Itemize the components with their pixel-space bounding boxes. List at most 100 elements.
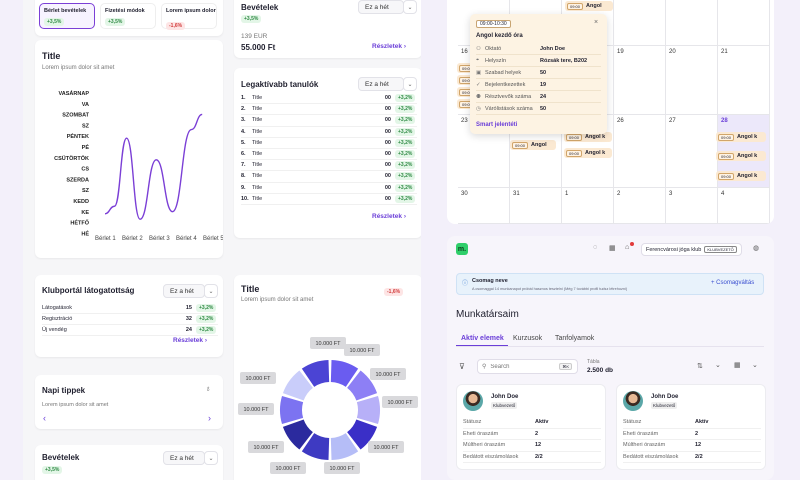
tab-0[interactable]: Aktív elemek bbox=[461, 335, 504, 342]
table-row: Új vendég 24 +3,2% bbox=[42, 325, 218, 336]
popup-close-icon[interactable]: × bbox=[594, 19, 599, 26]
calendar-day[interactable]: 4 bbox=[718, 188, 770, 224]
donut-slice[interactable] bbox=[356, 395, 380, 425]
tab-2[interactable]: Tanfolyamok bbox=[555, 335, 595, 342]
event-time: 09:00 bbox=[566, 149, 583, 157]
club-period-dropdown[interactable]: ⌄ bbox=[204, 284, 218, 298]
slice-label: 10.000 FT bbox=[253, 445, 279, 451]
calendar-day[interactable]: 31 bbox=[510, 188, 562, 224]
calendar-day[interactable]: 30 bbox=[458, 188, 510, 224]
calendar-day[interactable]: 3 bbox=[666, 188, 718, 224]
donut-chart: 10.000 FT 10.000 FT 10.000 FT 10.000 FT 10.0… bbox=[238, 337, 418, 474]
students-card: Legaktívabb tanulók Ez a hét ⌄ 1. Title 00… bbox=[234, 68, 421, 238]
calendar-day[interactable]: 1 bbox=[562, 188, 614, 224]
donut-slice[interactable] bbox=[330, 433, 359, 460]
day-number: 28 bbox=[721, 118, 728, 124]
summary-tab[interactable]: Lorem ipsum dolor -1,6% bbox=[161, 3, 217, 30]
slice-label-box bbox=[238, 403, 274, 415]
donut-slice[interactable] bbox=[347, 370, 378, 401]
grid-view-icon[interactable]: ▦ bbox=[734, 362, 741, 369]
calendar-day[interactable] bbox=[614, 0, 666, 46]
club-period-select[interactable]: Ez a hét bbox=[163, 284, 205, 298]
search-field[interactable] bbox=[490, 363, 556, 370]
club-details-link[interactable]: Részletek › bbox=[173, 337, 207, 344]
row-label: Title bbox=[252, 151, 263, 158]
x-tick-label: Bérlet 1 bbox=[95, 236, 116, 242]
popup-link[interactable]: Smart jelentéti bbox=[476, 122, 518, 128]
calendar-day[interactable]: 20 bbox=[666, 46, 718, 115]
detail-value: Aktív bbox=[535, 419, 549, 426]
donut-slice[interactable] bbox=[347, 419, 378, 450]
row-label: Látogatások bbox=[42, 305, 72, 311]
sort-icon[interactable]: ⇅ bbox=[697, 363, 703, 370]
tips-next-icon[interactable]: › bbox=[208, 413, 211, 423]
help-icon[interactable]: ◌ bbox=[593, 244, 598, 251]
calendar-day[interactable]: 26 bbox=[614, 115, 666, 188]
donut-slice[interactable] bbox=[282, 370, 313, 401]
donut-slice[interactable] bbox=[301, 433, 330, 460]
table-row: 2. Title 00 +3,2% bbox=[241, 104, 417, 116]
income-period-select[interactable]: Ez a hét bbox=[358, 0, 404, 14]
event-name: Angol k bbox=[737, 173, 758, 179]
popup-row-key: Szabad helyek bbox=[485, 69, 522, 76]
chevron-right-icon: › bbox=[403, 213, 406, 220]
donut-card: Title Lorem ipsum dolor sit amet -1,6% 1… bbox=[234, 275, 421, 480]
change-package-button[interactable]: + Csomagváltás bbox=[711, 280, 755, 286]
user-icon[interactable]: ◍ bbox=[753, 245, 760, 252]
donut-slice[interactable] bbox=[280, 395, 304, 425]
x-tick-label: Bérlet 5 bbox=[203, 236, 223, 242]
students-period-dropdown[interactable]: ⌄ bbox=[403, 77, 417, 91]
donut-slice[interactable] bbox=[301, 360, 330, 387]
sort-chevron-icon[interactable]: ⌄ bbox=[715, 362, 721, 369]
calendar-event[interactable]: 09:00 Angol bbox=[565, 1, 613, 11]
calendar-day[interactable] bbox=[718, 0, 770, 46]
income-details-link[interactable]: Részletek › bbox=[372, 43, 406, 50]
calendar-day[interactable]: 27 bbox=[666, 115, 718, 188]
summary-tab[interactable]: Bérlet bevételek +3,5% bbox=[39, 3, 95, 29]
income-huf: 55.000 Ft bbox=[241, 43, 276, 52]
donut-slice[interactable] bbox=[330, 360, 359, 387]
event-time: 09:00 bbox=[567, 2, 584, 10]
row-badge-wrap: +3,2% bbox=[395, 183, 417, 192]
income-period-dropdown[interactable]: ⌄ bbox=[403, 0, 417, 14]
calendar-day[interactable]: 2 bbox=[614, 188, 666, 224]
tips-prev-icon[interactable]: ‹ bbox=[43, 413, 46, 423]
club-card: Klubportál látogatottság Ez a hét ⌄ Láto… bbox=[35, 275, 223, 357]
clock-icon: ◷ bbox=[476, 105, 481, 112]
notification-icon[interactable]: ⌂ bbox=[625, 244, 630, 251]
popup-row-key: Résztvevők száma bbox=[485, 93, 532, 100]
tab-1[interactable]: Kurzusok bbox=[513, 335, 543, 342]
students-period-select[interactable]: Ez a hét bbox=[358, 77, 404, 91]
slice-label-box bbox=[270, 462, 306, 474]
income2-period-label: Ez a hét bbox=[170, 454, 194, 462]
income2-period-select[interactable]: Ez a hét bbox=[163, 451, 205, 465]
banner-text: A csomaggal 14 munkanapot próbál hasznos… bbox=[472, 287, 628, 291]
detail-key: Bedátott eiszámolások bbox=[463, 453, 519, 460]
apps-icon[interactable]: ▦ bbox=[609, 245, 616, 252]
row-label: Title bbox=[252, 139, 263, 146]
students-details-link[interactable]: Részletek › bbox=[372, 213, 406, 220]
calendar-day[interactable]: 21 bbox=[718, 46, 770, 115]
staff-card[interactable]: John Doe Klubvezető Státusz Aktív Eheti óras… bbox=[456, 384, 606, 470]
view-chevron-icon[interactable]: ⌄ bbox=[752, 362, 758, 369]
y-tick-label: SZERDA bbox=[66, 177, 89, 183]
table-row: 9. Title 00 +3,2% bbox=[241, 183, 417, 194]
calendar-event[interactable]: 09:00 Angol bbox=[510, 140, 556, 150]
row-value: 32 bbox=[185, 316, 192, 322]
donut-slice[interactable] bbox=[282, 419, 313, 450]
calendar-day[interactable]: 19 bbox=[614, 46, 666, 115]
club-switcher[interactable]: Ferencvárosi jóga klub KLUBVEZETŐ bbox=[641, 243, 742, 256]
summary-tab[interactable]: Fizetési módok +3,5% bbox=[100, 3, 156, 29]
event-time: 09:00 bbox=[718, 172, 735, 180]
search-input[interactable]: ⚲ ⌘K bbox=[477, 359, 578, 374]
staff-card[interactable]: John Doe Klubvezető Státusz Aktív Eheti óras… bbox=[616, 384, 766, 470]
filter-icon[interactable]: ⊽ bbox=[459, 362, 465, 371]
income2-period-dropdown[interactable]: ⌄ bbox=[204, 451, 218, 465]
calendar-day[interactable] bbox=[666, 0, 718, 46]
calendar-panel: 161819202123252627283031123409:00Angol09… bbox=[447, 0, 774, 224]
